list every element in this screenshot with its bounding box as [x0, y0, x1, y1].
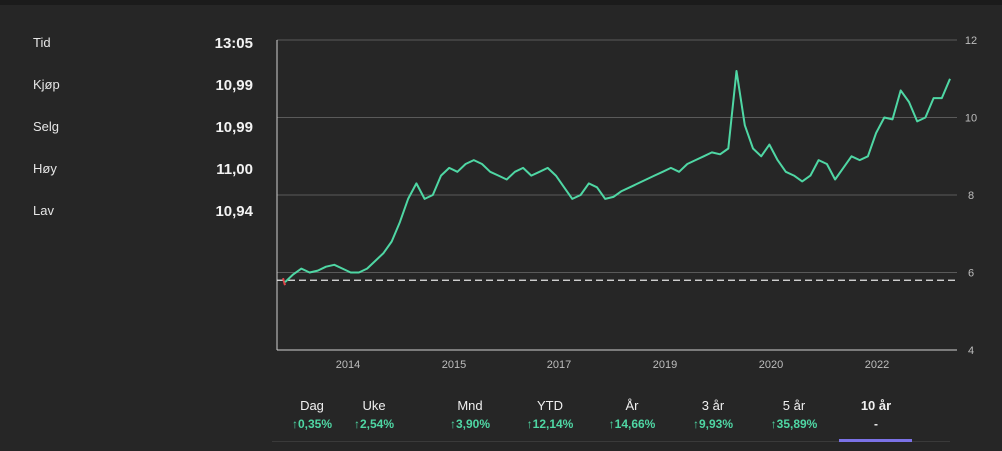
tab-change-value: 9,93%	[698, 417, 734, 431]
quote-panel	[0, 5, 1002, 451]
tab-label: 10 år	[860, 398, 892, 413]
tab-5-ar[interactable]: 5 år ↑35,89%	[754, 397, 834, 433]
tab-10-ar[interactable]: 10 år -	[836, 397, 916, 433]
x-tick-label: 2019	[653, 359, 677, 371]
stat-row-selg: Selg 10,99	[33, 119, 253, 161]
tab-label: YTD	[537, 398, 563, 413]
tab-change-value: 2,54%	[359, 417, 395, 431]
stat-label: Lav	[33, 203, 54, 218]
tab-change-value: 3,90%	[455, 417, 491, 431]
tab-ar[interactable]: År ↑14,66%	[592, 397, 672, 433]
tab-mnd[interactable]: Mnd ↑3,90%	[430, 397, 510, 433]
tab-change-value: 12,14%	[532, 417, 574, 431]
tab-change: ↑3,90%	[430, 415, 510, 433]
stat-row-kjop: Kjøp 10,99	[33, 77, 253, 119]
tab-change-value: 14,66%	[614, 417, 656, 431]
x-tick-label: 2017	[547, 359, 571, 371]
x-tick-label: 2020	[759, 359, 783, 371]
stat-value: 11,00	[216, 161, 253, 178]
arrow-up-icon: ↑	[291, 417, 298, 431]
tab-label: Uke	[362, 398, 386, 413]
price-series-line	[284, 70, 951, 283]
tab-label: Mnd	[457, 398, 483, 413]
tab-change: -	[836, 415, 916, 433]
stat-value: 13:05	[214, 35, 253, 52]
y-tick-label: 4	[968, 345, 974, 357]
stat-label: Selg	[33, 119, 60, 134]
y-tick-label: 8	[968, 190, 974, 202]
stat-row-lav: Lav 10,94	[33, 203, 253, 245]
stat-row-tid: Tid 13:05	[33, 35, 253, 77]
arrow-up-icon: ↑	[449, 417, 456, 431]
tab-label: Dag	[300, 398, 324, 413]
arrow-up-icon: ↑	[692, 417, 699, 431]
x-tick-label: 2022	[865, 359, 889, 371]
tab-change: ↑14,66%	[592, 415, 672, 433]
tab-change-value: 0,35%	[297, 417, 333, 431]
stat-label: Tid	[33, 35, 51, 50]
tab-uke[interactable]: Uke ↑2,54%	[334, 397, 414, 433]
stat-row-hoy: Høy 11,00	[33, 161, 253, 203]
tab-dag[interactable]: Dag ↑0,35%	[272, 397, 352, 433]
y-tick-label: 10	[965, 113, 977, 125]
tab-label: 3 år	[701, 398, 725, 413]
arrow-up-icon: ↑	[353, 417, 360, 431]
arrow-up-icon: ↑	[770, 417, 777, 431]
tab-label: År	[625, 398, 639, 413]
tab-change: ↑12,14%	[510, 415, 590, 433]
tab-change-value: -	[874, 417, 878, 431]
arrow-up-icon: ↑	[608, 417, 615, 431]
tab-change-value: 35,89%	[776, 417, 818, 431]
x-tick-label: 2014	[336, 359, 360, 371]
tab-change: ↑9,93%	[673, 415, 753, 433]
tab-change: ↑0,35%	[272, 415, 352, 433]
y-tick-label: 12	[965, 35, 977, 47]
arrow-up-icon: ↑	[526, 417, 533, 431]
series-negative-segment	[282, 277, 286, 286]
tab-change: ↑35,89%	[754, 415, 834, 433]
period-tabs: Dag ↑0,35% Uke ↑2,54% Mnd ↑3,90% YTD ↑12…	[272, 397, 976, 443]
stat-label: Kjøp	[33, 77, 60, 92]
tabs-divider	[272, 441, 950, 442]
tab-change: ↑2,54%	[334, 415, 414, 433]
tab-ytd[interactable]: YTD ↑12,14%	[510, 397, 590, 433]
active-tab-indicator	[839, 439, 912, 442]
tab-label: 5 år	[782, 398, 806, 413]
stat-value: 10,99	[215, 119, 253, 136]
tab-3-ar[interactable]: 3 år ↑9,93%	[673, 397, 753, 433]
x-tick-label: 2015	[442, 359, 466, 371]
stat-label: Høy	[33, 161, 57, 176]
quote-stats: Tid 13:05 Kjøp 10,99 Selg 10,99 Høy 11,0…	[33, 35, 253, 245]
y-tick-label: 6	[968, 268, 974, 280]
stat-value: 10,99	[215, 77, 253, 94]
stat-value: 10,94	[215, 203, 253, 220]
